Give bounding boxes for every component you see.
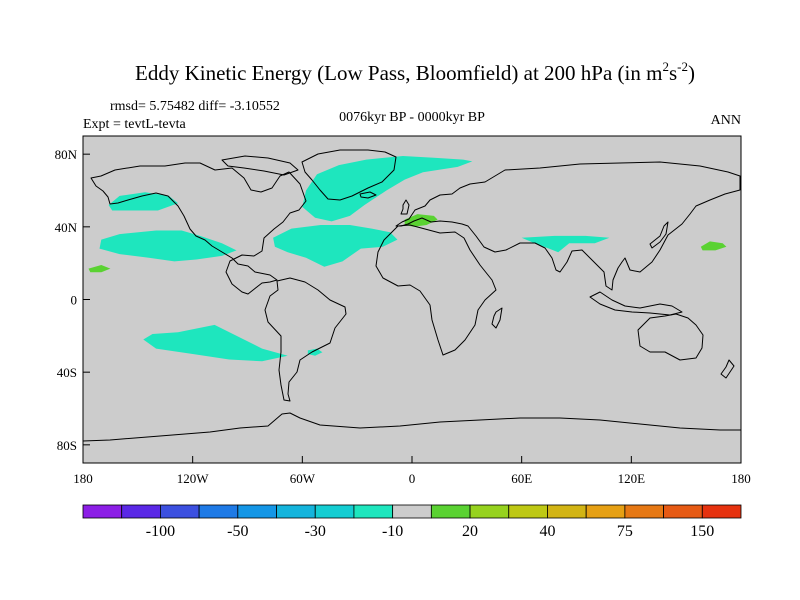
colorbar-label: -100 (146, 523, 175, 540)
y-tick-label: 80S (57, 438, 77, 453)
stats-label: rmsd= 5.75482 diff= -3.10552 (110, 99, 280, 114)
colorbar-swatch (701, 504, 742, 519)
chart-title: Eddy Kinetic Energy (Low Pass, Bloomfiel… (135, 59, 695, 85)
colorbar-label: 150 (690, 523, 714, 540)
anomaly-region-eastern-pacific-small (88, 265, 111, 273)
colorbar-swatch (663, 504, 703, 519)
x-tick-label: 120E (618, 471, 646, 486)
coastlines-layer (83, 149, 741, 442)
coastline-north-america (90, 162, 307, 295)
colorbar-swatch (314, 504, 355, 519)
coastline-antarctica (83, 412, 741, 442)
colorbar-swatch (392, 504, 432, 519)
period-label: 0076kyr BP - 0000kyr BP (339, 110, 485, 125)
coastline-africa (375, 224, 497, 356)
x-tick-label: 0 (409, 471, 416, 486)
y-tick-label: 80N (55, 147, 78, 162)
coastline-greenland (301, 149, 397, 201)
coastline-south-america (264, 277, 347, 402)
title-sup1: 2 (662, 59, 669, 74)
title-sup2: -2 (677, 59, 688, 74)
colorbar-label: -30 (305, 523, 326, 540)
coastline-australia (637, 313, 704, 361)
title-mid: s (669, 61, 677, 85)
colorbar-swatch (160, 504, 200, 519)
colorbar: -100 -50 -30 -10 20 40 75 150 (82, 504, 742, 540)
coastline-uk (400, 199, 410, 215)
colorbar-swatch (121, 504, 161, 519)
colorbar-swatch (198, 504, 239, 519)
colorbar-swatch (353, 504, 394, 519)
colorbar-swatch (430, 504, 471, 519)
expt-label: Expt = tevtL-tevta (83, 117, 187, 132)
colorbar-swatch (469, 504, 510, 519)
title-main: Eddy Kinetic Energy (Low Pass, Bloomfiel… (135, 61, 662, 85)
colorbar-label: -50 (227, 523, 248, 540)
x-tick-label: 180 (73, 471, 93, 486)
coastline-indonesia (589, 291, 683, 316)
x-tick-label: 120W (177, 471, 210, 486)
anomaly-region-south-pacific (143, 324, 288, 362)
colorbar-swatch (585, 504, 626, 519)
title-end: ) (688, 61, 695, 85)
anomaly-region-mediterranean (404, 214, 438, 227)
coastline-eurasia (395, 161, 741, 291)
colorbar-swatch (237, 504, 277, 519)
coastline-japan (649, 221, 669, 249)
y-axis: 80N 40N 0 40S 80S (55, 147, 90, 453)
colorbar-label: 75 (617, 523, 633, 540)
season-label: ANN (711, 113, 741, 128)
colorbar-swatch (547, 504, 587, 519)
y-tick-label: 40N (55, 220, 78, 235)
anomaly-region-south-atlantic-patch (307, 348, 323, 356)
coastline-arctic-islands (221, 155, 299, 176)
x-tick-label: 180 (731, 471, 751, 486)
colorbar-swatch (508, 504, 548, 519)
colorbar-label: 20 (462, 523, 478, 540)
map-background (83, 136, 741, 463)
anomaly-layer (88, 156, 727, 362)
y-tick-label: 40S (57, 365, 77, 380)
colorbar-swatch (276, 504, 316, 519)
coastline-iceland (359, 191, 377, 199)
anomaly-region-south-asia (521, 235, 610, 253)
anomaly-region-north-atlantic-subtropical (273, 225, 398, 267)
anomaly-region-north-pacific-west (108, 192, 178, 211)
anomaly-region-north-pacific-east (700, 241, 727, 251)
colorbar-label: 40 (539, 523, 555, 540)
coastline-madagascar (491, 307, 503, 329)
colorbar-swatch (624, 504, 664, 519)
x-tick-label: 60E (511, 471, 532, 486)
anomaly-region-north-pacific-subtropical (99, 230, 237, 262)
x-tick-label: 60W (290, 471, 316, 486)
anomaly-region-north-atlantic-subpolar (302, 156, 473, 222)
coastline-new-zealand (720, 359, 735, 379)
colorbar-swatch (82, 504, 123, 519)
x-axis: 180 120W 60W 0 60E 120E 180 (73, 456, 751, 486)
y-tick-label: 0 (71, 293, 78, 308)
colorbar-label: -10 (382, 523, 403, 540)
